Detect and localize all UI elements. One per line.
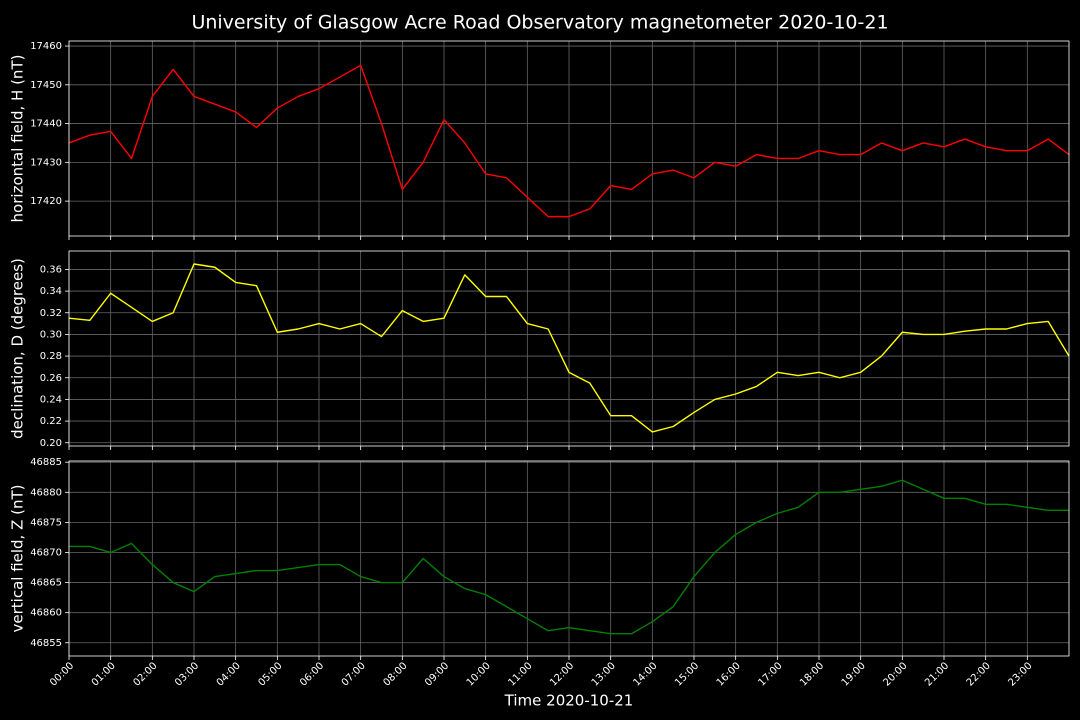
y-tick-label: 0.24	[40, 394, 62, 405]
y-tick-label: 17450	[30, 80, 62, 91]
y-axis-label: declination, D (degrees)	[9, 258, 27, 439]
y-tick-label: 0.36	[40, 264, 62, 275]
y-axis-label: vertical field, Z (nT)	[9, 484, 27, 632]
y-tick-label: 0.34	[40, 286, 62, 297]
axes-frame	[68, 460, 1070, 657]
y-tick-label: 17460	[30, 41, 62, 52]
data-line	[68, 64, 1070, 218]
y-tick-label: 0.22	[40, 416, 62, 427]
y-tick-label: 17420	[30, 196, 62, 207]
y-tick-label: 0.30	[40, 329, 62, 340]
data-line	[68, 263, 1070, 433]
y-tick-label: 0.32	[40, 308, 62, 319]
y-tick-label: 0.26	[40, 373, 62, 384]
y-tick-label: 46875	[30, 517, 62, 528]
axes-frame	[68, 250, 1070, 447]
data-line	[69, 479, 1069, 635]
y-tick-label: 46865	[30, 578, 62, 589]
axes-frame	[68, 40, 1070, 237]
y-tick-label: 0.20	[40, 438, 62, 449]
y-tick-label: 46870	[30, 547, 62, 558]
y-tick-label: 46885	[30, 457, 62, 468]
y-tick-label: 46880	[30, 487, 62, 498]
y-tick-label: 17440	[30, 119, 62, 130]
y-tick-label: 46855	[30, 638, 62, 649]
y-tick-label: 17430	[30, 157, 62, 168]
y-axis-label: horizontal field, H (nT)	[9, 55, 27, 223]
y-tick-label: 46860	[30, 608, 62, 619]
x-axis-label: Time 2020-10-21	[504, 692, 634, 710]
figure-title: University of Glasgow Acre Road Observat…	[191, 12, 888, 34]
y-tick-label: 0.28	[40, 351, 62, 362]
